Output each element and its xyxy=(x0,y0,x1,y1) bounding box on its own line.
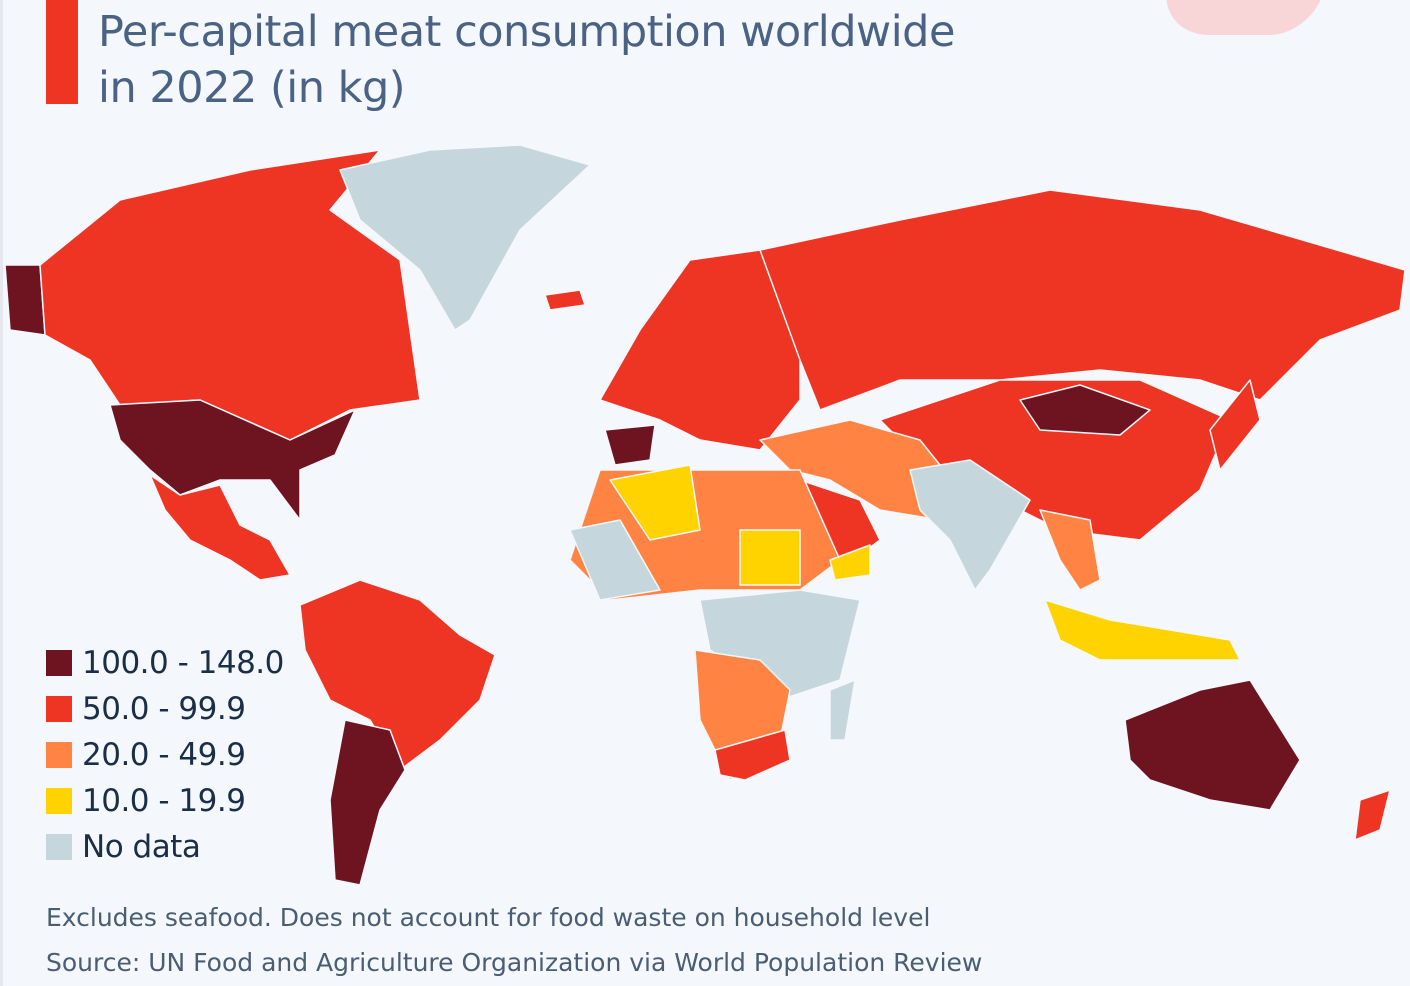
region-russia xyxy=(759,189,1406,411)
region-spain xyxy=(604,424,656,466)
title-line-1: Per-capital meat consumption worldwide xyxy=(98,7,955,57)
region-australia xyxy=(1124,679,1301,811)
legend-label: 100.0 - 148.0 xyxy=(82,645,284,681)
legend-item: 50.0 - 99.9 xyxy=(46,686,284,732)
title-line-2: in 2022 (in kg) xyxy=(98,63,406,113)
region-alaska xyxy=(4,264,46,336)
region-mongolia xyxy=(1019,384,1151,436)
region-iceland xyxy=(544,289,586,311)
legend-swatch xyxy=(46,742,72,768)
footnote: Excludes seafood. Does not account for f… xyxy=(46,903,931,932)
legend-item: 20.0 - 49.9 xyxy=(46,732,284,778)
legend: 100.0 - 148.0 50.0 - 99.9 20.0 - 49.9 10… xyxy=(46,640,284,870)
legend-item: 100.0 - 148.0 xyxy=(46,640,284,686)
region-west-africa xyxy=(569,519,661,601)
legend-label: 10.0 - 19.9 xyxy=(82,783,246,819)
region-india xyxy=(909,459,1031,591)
legend-label: 20.0 - 49.9 xyxy=(82,737,246,773)
legend-swatch xyxy=(46,834,72,860)
region-new-zealand xyxy=(1354,789,1391,841)
legend-swatch xyxy=(46,650,72,676)
decorative-shape xyxy=(1149,0,1341,35)
region-algeria xyxy=(609,464,701,541)
legend-swatch xyxy=(46,788,72,814)
region-yemen xyxy=(829,544,871,581)
legend-item: No data xyxy=(46,824,284,870)
source-note: Source: UN Food and Agriculture Organiza… xyxy=(46,948,983,977)
region-south-america xyxy=(299,579,496,771)
legend-item: 10.0 - 19.9 xyxy=(46,778,284,824)
region-indonesia xyxy=(1044,599,1241,661)
region-southeast-asia xyxy=(1039,509,1101,591)
legend-swatch xyxy=(46,696,72,722)
region-greenland xyxy=(339,144,591,331)
title-accent-bar xyxy=(46,0,78,104)
legend-label: 50.0 - 99.9 xyxy=(82,691,246,727)
region-argentina xyxy=(329,719,406,886)
region-usa xyxy=(109,399,356,521)
world-map xyxy=(4,144,1406,886)
region-madagascar xyxy=(829,679,856,741)
region-south-africa xyxy=(714,729,791,781)
region-sudan xyxy=(739,529,801,586)
region-central-america xyxy=(149,474,291,581)
page-title: Per-capital meat consumption worldwide i… xyxy=(98,4,955,116)
legend-label: No data xyxy=(82,829,201,865)
region-canada xyxy=(39,149,421,441)
region-europe xyxy=(599,249,801,451)
region-japan xyxy=(1209,379,1261,471)
region-central-africa xyxy=(699,589,861,701)
page-edge xyxy=(0,0,3,986)
